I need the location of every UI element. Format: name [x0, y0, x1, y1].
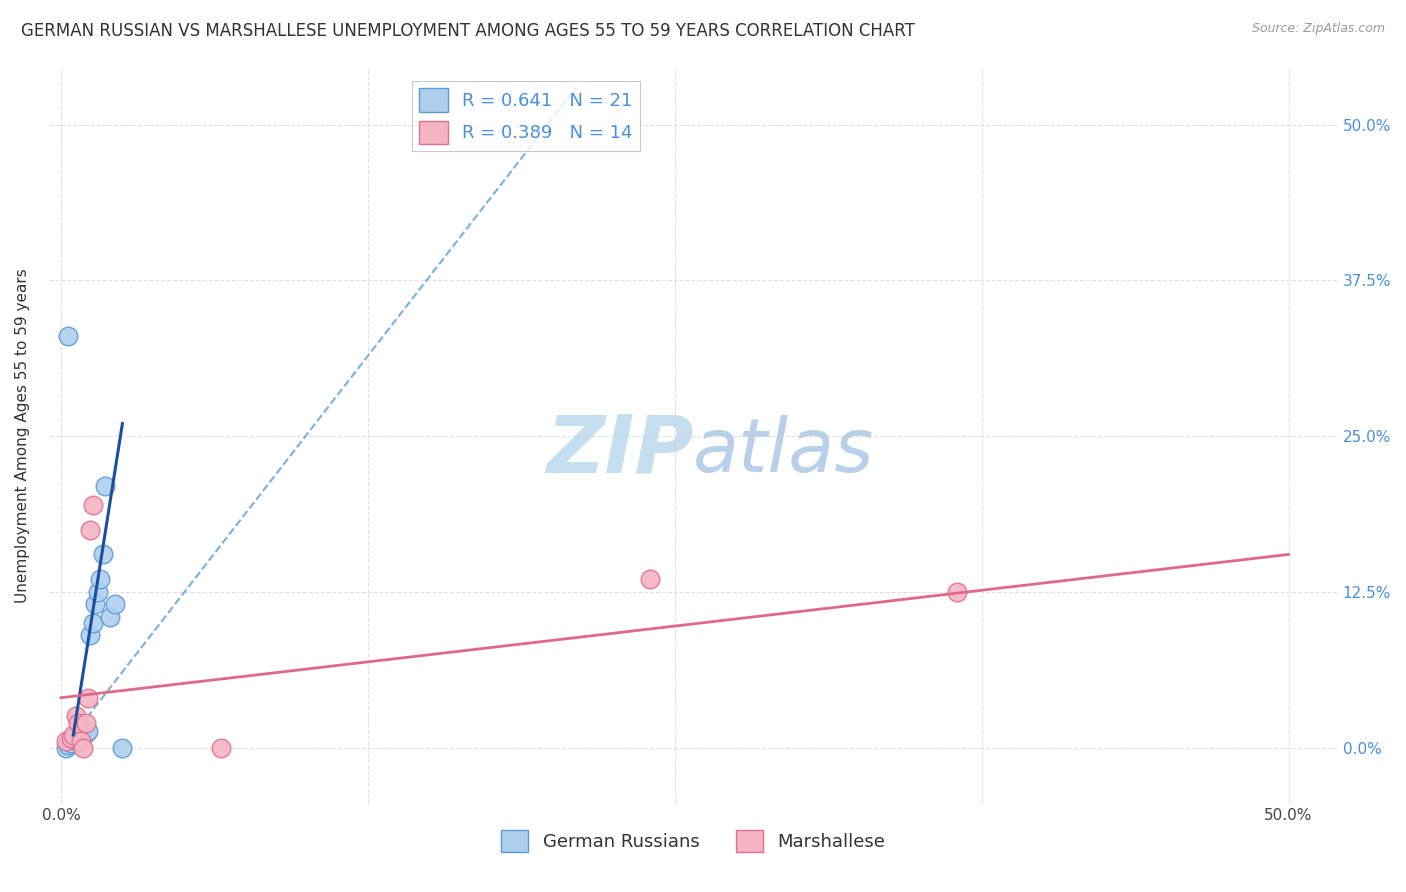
Point: [82, 615, 104, 630]
Text: GERMAN RUSSIAN VS MARSHALLESE UNEMPLOYMENT AMONG AGES 55 TO 59 YEARS CORRELATION: GERMAN RUSSIAN VS MARSHALLESE UNEMPLOYME…: [21, 22, 915, 40]
Point: [77, 690, 100, 705]
Point: [55, 740, 77, 755]
Point: [58, 329, 80, 343]
Point: [84, 597, 107, 611]
Point: [59, 735, 82, 749]
Point: [62, 728, 84, 742]
Point: [65, 731, 87, 746]
Point: [104, 597, 127, 611]
Point: [69, 734, 91, 748]
Text: atlas: atlas: [693, 415, 875, 487]
Point: [87, 584, 110, 599]
Point: [62, 733, 84, 747]
Point: [69, 728, 91, 742]
Point: [111, 740, 134, 755]
Point: [209, 740, 232, 755]
Point: [94, 479, 117, 493]
Point: [79, 523, 101, 537]
Point: [67, 715, 90, 730]
Point: [77, 724, 100, 739]
Point: [72, 740, 94, 755]
Point: [82, 498, 104, 512]
Point: [58, 738, 80, 752]
Y-axis label: Unemployment Among Ages 55 to 59 years: Unemployment Among Ages 55 to 59 years: [15, 268, 30, 604]
Point: [79, 628, 101, 642]
Point: [55, 734, 77, 748]
Point: [89, 572, 111, 586]
Point: [65, 709, 87, 723]
Point: [638, 572, 661, 586]
Text: Source: ZipAtlas.com: Source: ZipAtlas.com: [1251, 22, 1385, 36]
Point: [98, 609, 121, 624]
Point: [59, 731, 82, 745]
Text: ZIP: ZIP: [546, 412, 693, 490]
Point: [67, 731, 90, 745]
Point: [91, 548, 114, 562]
Legend: R = 0.641   N = 21, R = 0.389   N = 14: R = 0.641 N = 21, R = 0.389 N = 14: [412, 81, 640, 151]
Point: [75, 725, 97, 739]
Point: [946, 584, 969, 599]
Point: [72, 727, 94, 741]
Point: [75, 715, 97, 730]
